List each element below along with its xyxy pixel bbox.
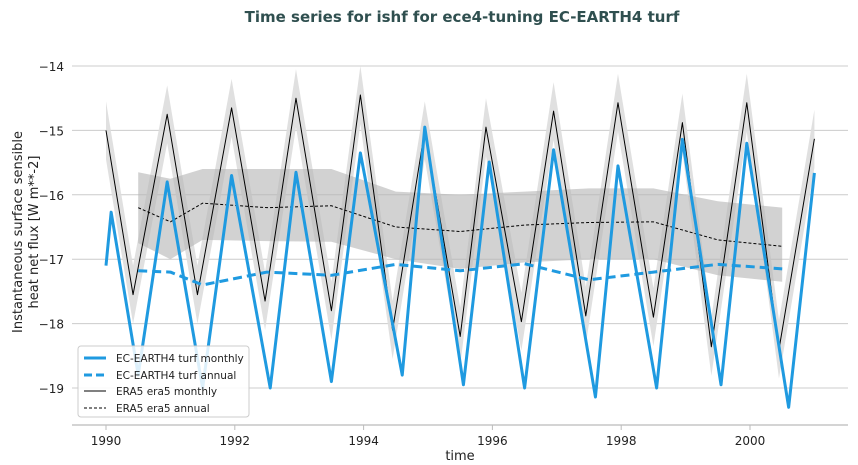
legend-label: EC-EARTH4 turf monthly <box>116 353 244 365</box>
x-tick-label: 1994 <box>348 434 379 448</box>
y-tick-label: −19 <box>39 382 64 396</box>
legend-label: EC-EARTH4 turf annual <box>116 370 236 382</box>
x-tick-label: 1996 <box>477 434 508 448</box>
chart-title: Time series for ishf for ece4-tuning EC-… <box>245 8 680 26</box>
x-tick-label: 2000 <box>735 434 766 448</box>
x-axis-label: time <box>445 449 474 464</box>
y-tick-label: −14 <box>39 60 64 74</box>
y-tick-label: −17 <box>39 253 64 267</box>
y-tick-label: −16 <box>39 189 64 203</box>
x-tick-label: 1998 <box>606 434 637 448</box>
y-tick-label: −15 <box>39 124 64 138</box>
y-tick-label: −18 <box>39 318 64 332</box>
legend: EC-EARTH4 turf monthly EC-EARTH4 turf an… <box>77 345 250 418</box>
x-tick-label: 1992 <box>220 434 251 448</box>
era5-annual-line <box>137 202 783 247</box>
legend-label: ERA5 era5 annual <box>116 403 210 415</box>
legend-label: ERA5 era5 monthly <box>116 386 217 398</box>
y-axis-label-line1: Instantaneous surface sensible <box>11 131 26 333</box>
ecearth-annual-line <box>138 262 783 287</box>
y-axis-label-line2: heat net flux [W m**-2] <box>27 156 42 309</box>
x-tick-label: 1990 <box>91 434 122 448</box>
